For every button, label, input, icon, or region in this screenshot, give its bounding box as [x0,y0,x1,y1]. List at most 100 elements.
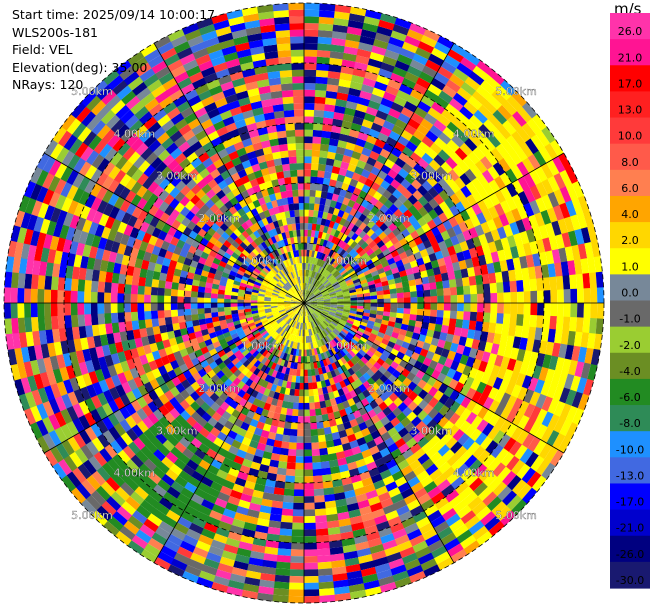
velocity-gate [70,278,79,292]
velocity-gate [316,421,324,429]
velocity-gate [306,283,309,290]
velocity-gate [437,339,446,349]
velocity-gate [326,520,340,529]
velocity-gate [482,196,495,210]
velocity-gate [381,539,398,551]
velocity-gate [417,399,429,411]
velocity-gate [383,334,392,342]
velocity-gate [291,409,299,417]
velocity-gate [213,452,226,464]
velocity-gate [307,236,312,244]
velocity-gate [336,292,344,297]
velocity-gate [317,568,333,576]
velocity-gate [264,444,274,453]
velocity-gate [361,573,379,584]
velocity-gate [313,203,320,211]
velocity-gate [358,505,372,516]
velocity-gate [443,208,455,220]
velocity-gate [273,439,283,448]
velocity-gate [496,485,513,502]
velocity-gate [427,486,442,499]
velocity-gate [310,303,318,306]
velocity-gate [260,566,277,575]
velocity-gate [424,335,433,345]
velocity-gate [430,259,440,269]
velocity-gate [318,324,324,331]
velocity-gate [404,421,416,433]
velocity-gate [111,272,120,284]
velocity-gate [286,455,296,463]
velocity-gate [397,427,409,439]
velocity-gate [328,179,338,188]
velocity-gate [272,493,284,502]
velocity-gate [70,290,78,303]
velocity-gate [468,275,477,286]
velocity-gate [468,347,478,359]
velocity-gate [573,259,583,275]
velocity-gate [346,359,355,368]
velocity-gate [314,230,320,238]
velocity-gate [300,362,304,370]
velocity-gate [565,166,579,185]
velocity-gate [341,537,356,547]
velocity-gate [339,281,347,287]
velocity-gate [324,233,331,241]
velocity-gate [517,414,530,431]
velocity-gate [565,389,577,407]
velocity-gate [376,290,384,296]
velocity-gate [375,286,384,292]
velocity-gate [474,224,485,237]
velocity-gate [31,316,39,332]
velocity-gate [340,372,348,381]
velocity-gate [299,322,302,330]
velocity-gate [463,294,471,304]
velocity-gate [328,349,334,357]
velocity-gate [510,303,518,315]
velocity-gate [246,446,257,456]
velocity-gate [295,315,300,322]
velocity-gate [331,193,340,202]
velocity-gate [323,270,330,278]
velocity-gate [209,481,223,492]
velocity-gate [454,147,468,161]
velocity-gate [304,63,318,71]
velocity-gate [283,394,290,402]
velocity-gate [418,522,434,535]
velocity-gate [429,282,437,291]
velocity-gate [323,336,330,344]
velocity-gate [442,126,457,140]
velocity-gate [430,303,438,311]
velocity-gate [488,413,501,427]
velocity-gate [456,505,472,520]
velocity-gate [320,245,326,254]
velocity-gate [346,94,360,104]
velocity-gate [182,534,199,547]
velocity-gate [321,184,330,193]
velocity-gate [303,509,316,517]
velocity-gate [474,369,485,382]
velocity-gate [331,404,340,413]
velocity-gate [363,309,371,314]
velocity-gate [565,405,578,423]
velocity-gate [376,306,384,312]
velocity-gate [294,342,298,350]
velocity-gate [413,271,422,280]
velocity-gate [230,299,238,303]
velocity-gate [477,406,489,420]
velocity-gate [517,176,530,192]
velocity-gate [225,586,244,597]
velocity-gate [529,406,542,422]
velocity-gate [460,124,475,139]
velocity-gate [456,232,466,244]
velocity-gate [150,302,158,312]
velocity-gate [573,331,583,348]
velocity-gate [294,462,304,470]
velocity-gate [287,347,292,355]
velocity-gate [365,461,378,472]
velocity-gate [339,188,348,198]
velocity-gate [423,112,438,126]
velocity-gate [442,280,450,289]
velocity-gate [343,293,351,297]
velocity-gate [137,293,145,303]
velocity-gate [484,75,501,91]
